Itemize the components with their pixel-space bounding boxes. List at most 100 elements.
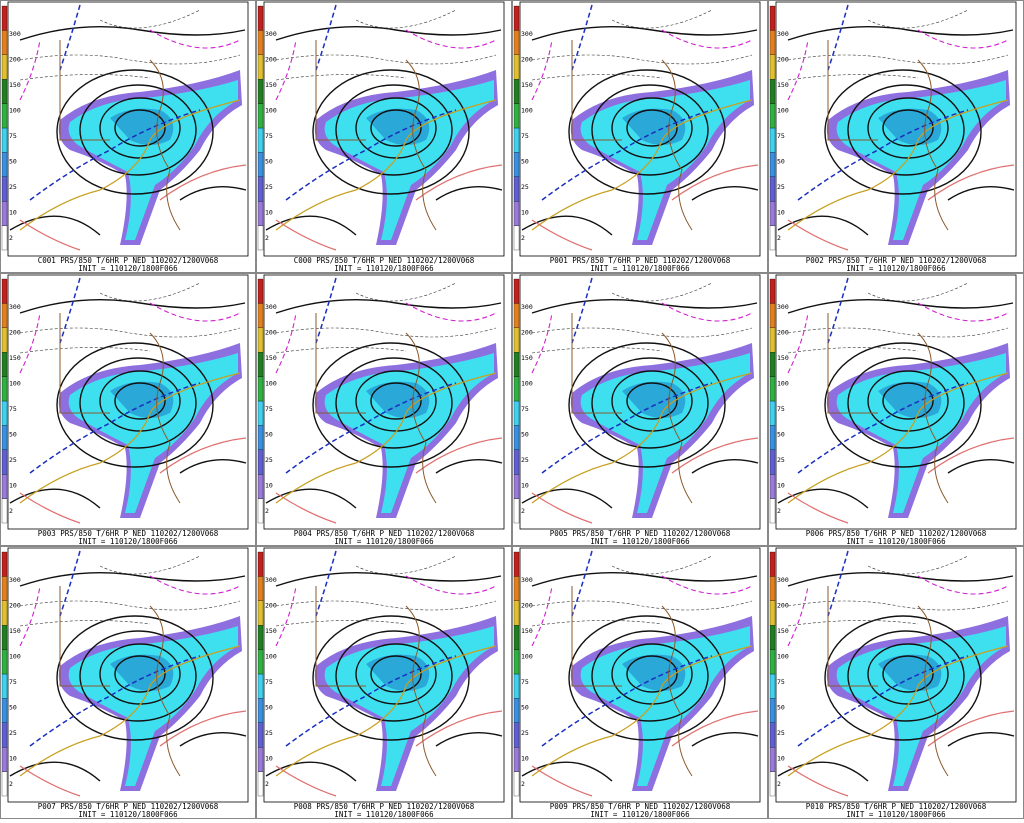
colorbar-segment	[1, 5, 8, 31]
colorbar-segment	[257, 425, 264, 450]
panel-init: INIT = 110120/1800F066	[78, 264, 178, 273]
colorbar-label: 150	[521, 627, 533, 635]
colorbar-segment	[1, 54, 8, 80]
colorbar-label: 50	[9, 158, 17, 166]
colorbar-label: 300	[265, 303, 277, 311]
map-image	[263, 547, 505, 803]
colorbar-label: 100	[777, 380, 789, 388]
colorbar: 300 200 150 100 75 50 25 10 2	[513, 278, 533, 524]
colorbar-segment	[769, 225, 776, 251]
colorbar-label: 75	[265, 405, 273, 413]
colorbar-segment	[513, 303, 520, 328]
colorbar-label: 25	[9, 729, 17, 737]
colorbar-label: 100	[9, 107, 21, 115]
colorbar-label: 50	[777, 704, 785, 712]
colorbar-label: 300	[777, 576, 789, 584]
colorbar-segment	[1, 352, 8, 377]
map-panel: 300 200 150 100 75 50 25 10 2 P001 PRS/850 T/6HR …	[512, 0, 768, 273]
colorbar-label: 10	[265, 755, 273, 763]
colorbar-segment	[513, 673, 520, 699]
colorbar-segment	[257, 54, 264, 80]
colorbar: 300 200 150 100 75 50 25 10 2	[513, 5, 533, 251]
colorbar-segment	[1, 278, 8, 304]
colorbar-segment	[1, 400, 8, 426]
panel-init: INIT = 110120/1800F066	[334, 810, 434, 819]
colorbar-segment	[513, 352, 520, 377]
colorbar-segment	[257, 376, 264, 402]
map-panel: 300 200 150 100 75 50 25 10 2 C000 PRS/850 T/6HR …	[256, 0, 512, 273]
panel-init: INIT = 110120/1800F066	[334, 537, 434, 546]
colorbar: 300 200 150 100 75 50 25 10 2	[1, 278, 21, 524]
colorbar-segment	[1, 625, 8, 650]
panel-init: INIT = 110120/1800F066	[846, 264, 946, 273]
colorbar-segment	[1, 673, 8, 699]
colorbar-segment	[1, 152, 8, 177]
colorbar-label: 2	[777, 780, 781, 788]
colorbar-label: 200	[265, 329, 277, 337]
colorbar-label: 150	[265, 354, 277, 362]
colorbar-label: 75	[777, 405, 785, 413]
panel-border	[512, 0, 768, 273]
colorbar-segment	[257, 551, 264, 577]
colorbar-label: 75	[777, 678, 785, 686]
colorbar-label: 75	[777, 132, 785, 140]
colorbar-label: 200	[265, 602, 277, 610]
colorbar-label: 25	[777, 183, 785, 191]
colorbar-label: 75	[9, 678, 17, 686]
colorbar-label: 300	[9, 30, 21, 38]
colorbar-label: 100	[777, 653, 789, 661]
panel-caption: P008 PRS/850 T/6HR P NED 110202/1200V068	[294, 802, 475, 811]
map-panel: 300 200 150 100 75 50 25 10 2 P006 PRS/850 T/6HR …	[768, 273, 1024, 546]
colorbar-label: 75	[265, 678, 273, 686]
colorbar-label: 2	[777, 234, 781, 242]
panel-init: INIT = 110120/1800F066	[78, 537, 178, 546]
map-panel: 300 200 150 100 75 50 25 10 2 P003 PRS/850 T/6HR …	[0, 273, 256, 546]
colorbar-label: 300	[9, 576, 21, 584]
colorbar-segment	[1, 225, 8, 251]
colorbar-segment	[769, 327, 776, 353]
map-panel: 300 200 150 100 75 50 25 10 2 C001 PRS/850 T/6HR …	[0, 0, 256, 273]
colorbar-segment	[257, 400, 264, 426]
colorbar-label: 150	[265, 627, 277, 635]
colorbar-segment	[257, 103, 264, 129]
colorbar-label: 100	[265, 380, 277, 388]
colorbar: 300 200 150 100 75 50 25 10 2	[769, 5, 789, 251]
colorbar-label: 25	[777, 729, 785, 737]
colorbar-segment	[513, 425, 520, 450]
colorbar-segment	[769, 449, 776, 475]
map-image	[775, 274, 1017, 530]
colorbar-segment	[513, 698, 520, 723]
colorbar-label: 300	[265, 30, 277, 38]
colorbar-label: 150	[9, 81, 21, 89]
colorbar-segment	[769, 771, 776, 797]
colorbar-segment	[513, 551, 520, 577]
colorbar-segment	[257, 474, 264, 499]
map-image	[7, 274, 249, 530]
colorbar-segment	[257, 352, 264, 377]
colorbar-segment	[513, 79, 520, 104]
colorbar-label: 2	[265, 507, 269, 515]
colorbar-label: 50	[265, 704, 273, 712]
panel-caption: P004 PRS/850 T/6HR P NED 110202/1200V068	[294, 529, 475, 538]
colorbar-segment	[1, 747, 8, 772]
colorbar-label: 2	[521, 780, 525, 788]
colorbar-segment	[769, 54, 776, 80]
colorbar-segment	[769, 79, 776, 104]
colorbar-segment	[1, 498, 8, 524]
colorbar-segment	[257, 673, 264, 699]
colorbar-segment	[257, 225, 264, 251]
colorbar-label: 10	[777, 209, 785, 217]
colorbar-segment	[513, 30, 520, 55]
colorbar-segment	[769, 303, 776, 328]
map-panel: 300 200 150 100 75 50 25 10 2 P004 PRS/850 T/6HR …	[256, 273, 512, 546]
colorbar-label: 100	[265, 107, 277, 115]
colorbar-label: 200	[9, 56, 21, 64]
colorbar: 300 200 150 100 75 50 25 10 2	[1, 5, 21, 251]
panel-caption: P003 PRS/850 T/6HR P NED 110202/1200V068	[38, 529, 219, 538]
map-image	[775, 1, 1017, 257]
panel-caption: P009 PRS/850 T/6HR P NED 110202/1200V068	[550, 802, 731, 811]
colorbar-segment	[1, 176, 8, 202]
panel-border	[256, 0, 512, 273]
colorbar-segment	[513, 649, 520, 675]
map-image	[263, 274, 505, 530]
